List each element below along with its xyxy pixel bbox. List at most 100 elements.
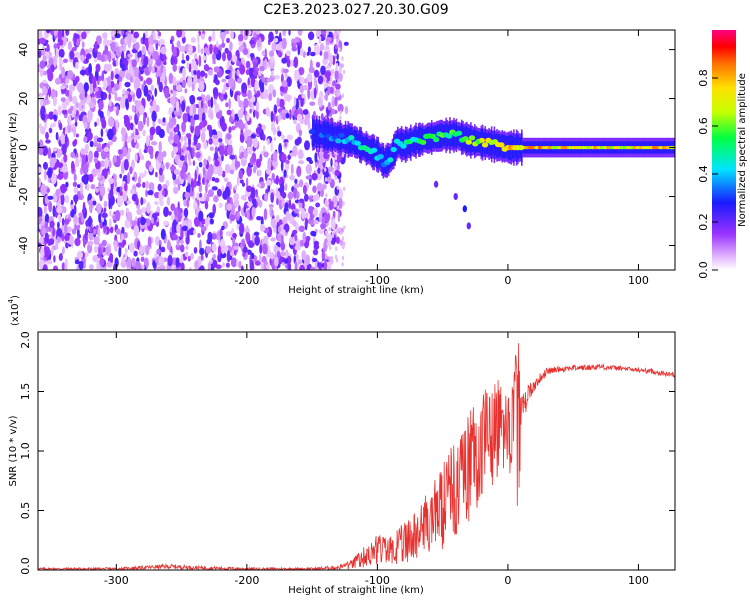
heatmap-cell (175, 243, 181, 251)
heatmap-cell (209, 43, 213, 55)
heatmap-cell (109, 209, 112, 217)
heatmap-cell (120, 127, 127, 137)
heatmap-cell (74, 237, 81, 247)
heatmap-cell (341, 262, 344, 267)
heatmap-cell (275, 30, 279, 35)
heatmap-cell (52, 226, 55, 239)
heatmap-cell (324, 71, 331, 79)
x-tick-label: 0 (504, 274, 511, 287)
heatmap-cell (48, 127, 53, 134)
heatmap-cell (203, 141, 208, 150)
snr-line (38, 343, 675, 570)
heatmap-cell (188, 227, 195, 236)
heatmap-cell (262, 243, 268, 255)
heatmap-cell (73, 33, 80, 40)
heatmap-cell (73, 214, 78, 225)
heatmap-cell (162, 150, 167, 158)
heatmap-cell (331, 170, 335, 175)
heatmap-cell (205, 183, 208, 194)
heatmap-cell (145, 180, 150, 189)
heatmap-cell (238, 260, 242, 269)
heatmap-cell (172, 63, 177, 72)
heatmap-cell (42, 45, 45, 53)
heatmap-cell (199, 196, 206, 202)
heatmap-cell (284, 142, 287, 148)
heatmap-cell (305, 175, 312, 180)
heatmap-cell (314, 44, 320, 56)
heatmap-cell (133, 78, 140, 90)
heatmap-cell (296, 191, 300, 199)
heatmap-cell (275, 44, 282, 51)
heatmap-cell (339, 226, 342, 232)
heatmap-cell (265, 78, 272, 83)
heatmap-cell (270, 192, 275, 204)
heatmap-cell (166, 240, 171, 251)
heatmap-cell (143, 115, 146, 125)
heatmap-cell (119, 186, 123, 192)
heatmap-cell (94, 150, 99, 159)
heatmap-cell (288, 30, 291, 36)
heatmap-cell (159, 265, 166, 270)
heatmap-cell (108, 161, 112, 169)
heatmap-cell (157, 118, 162, 124)
heatmap-cell (337, 211, 341, 223)
heatmap-cell (281, 57, 288, 64)
heatmap-cell (284, 259, 289, 264)
heatmap-cell (351, 127, 353, 154)
heatmap-cell (126, 151, 131, 161)
heatmap-cell (80, 148, 86, 155)
heatmap-cell (212, 53, 216, 62)
heatmap-cell (299, 198, 305, 203)
heatmap-cell (250, 133, 256, 139)
heatmap-cell (71, 46, 77, 52)
heatmap-cell (211, 177, 216, 182)
heatmap-cell (161, 120, 167, 127)
heatmap-cell (39, 94, 43, 104)
heatmap-cell (185, 245, 189, 250)
heatmap-cell (109, 218, 112, 229)
y-tick-label: 0 (17, 144, 30, 151)
heatmap-cell (94, 245, 98, 253)
heatmap-cell (66, 226, 72, 233)
heatmap-cell (171, 265, 176, 270)
heatmap-cell (121, 146, 128, 157)
heatmap-cell (156, 248, 161, 255)
heatmap-cell (224, 30, 230, 35)
heatmap-cell (194, 260, 199, 269)
heatmap-cell (270, 56, 275, 64)
heatmap-cell (193, 216, 201, 227)
heatmap-cell (58, 39, 64, 46)
heatmap-cell (198, 183, 202, 193)
heatmap-cell (144, 169, 147, 176)
heatmap-cell (124, 140, 128, 146)
heatmap-cell (39, 37, 46, 45)
heatmap-cell (44, 120, 48, 130)
heatmap-cell (193, 247, 198, 254)
heatmap-cell (188, 183, 191, 192)
heatmap-cell (173, 169, 180, 175)
heatmap-cell (99, 111, 104, 119)
heatmap-cell (226, 50, 232, 61)
heatmap-cell (302, 50, 306, 58)
heatmap-cell (170, 96, 176, 105)
heatmap-cell (200, 99, 204, 109)
heatmap-cell (61, 109, 68, 115)
heatmap-cell (387, 157, 394, 163)
heatmap-cell (273, 112, 276, 123)
heatmap-cell (245, 177, 249, 188)
heatmap-cell (238, 100, 244, 108)
heatmap-cell (126, 172, 131, 185)
heatmap-cell (56, 205, 63, 214)
heatmap-cell (150, 84, 155, 91)
heatmap-cell (182, 112, 189, 123)
heatmap-cell (191, 180, 194, 192)
heatmap-cell (89, 204, 92, 213)
heatmap-cell (230, 257, 237, 268)
heatmap-cell (67, 70, 74, 80)
heatmap-cell (138, 245, 145, 255)
heatmap-cell (306, 157, 312, 162)
heatmap-cell (73, 105, 77, 110)
heatmap-cell (100, 128, 104, 138)
heatmap-cell (189, 94, 196, 105)
heatmap-cell (115, 209, 121, 222)
